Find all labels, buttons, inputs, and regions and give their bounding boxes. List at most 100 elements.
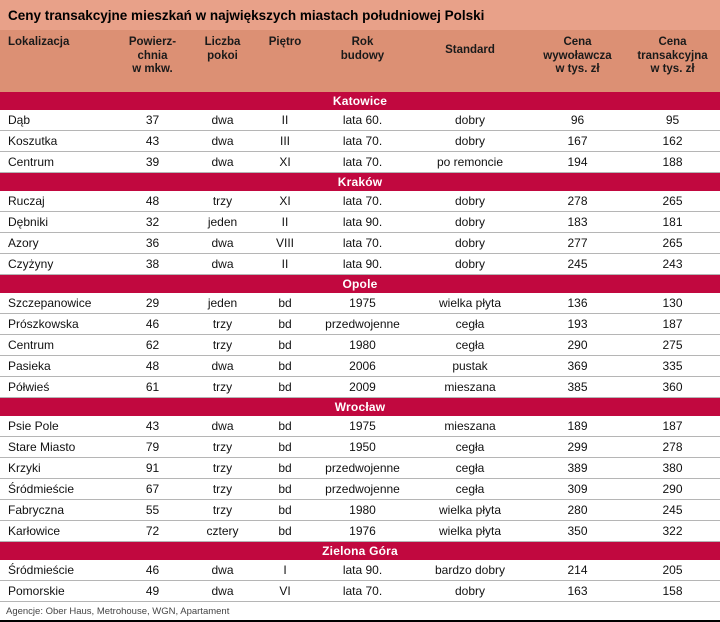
cell-rok-budowy: lata 90. — [342, 563, 383, 577]
cell-lokalizacja: Fabryczna — [8, 503, 65, 517]
cell-cena-transakcyjna: 130 — [662, 296, 683, 310]
cell-cena-transakcyjna: 181 — [662, 215, 683, 229]
cell-cena-transakcyjna: 187 — [662, 317, 683, 331]
source-note: Agencje: Ober Haus, Metrohouse, WGN, Apa… — [0, 602, 720, 622]
cell-cena-transakcyjna: 322 — [662, 524, 683, 538]
cell-cena-transakcyjna: 162 — [662, 134, 683, 148]
cell-cena-transakcyjna: 188 — [662, 155, 683, 169]
cell-lokalizacja: Śródmieście — [8, 482, 75, 496]
cell-powierzchnia: 37 — [145, 113, 160, 127]
table-row: Azory 36 dwa VIII lata 70. dobry 277 265 — [0, 233, 720, 254]
cell-liczba-pokoi: jeden — [207, 215, 238, 229]
cell-cena-wywolawcza: 385 — [567, 380, 588, 394]
page-title: Ceny transakcyjne mieszkań w największyc… — [0, 0, 720, 30]
table-row: Szczepanowice 29 jeden bd 1975 wielka płyta 13… — [0, 293, 720, 314]
table-row: Fabryczna 55 trzy bd 1980 wielka płyta 280 245 — [0, 500, 720, 521]
cell-lokalizacja: Śródmieście — [8, 563, 75, 577]
cell-pietro: II — [281, 113, 289, 127]
column-header-standard: Standard — [445, 44, 495, 56]
table-row: Prószkowska 46 trzy bd przedwojenne cegła 193 1… — [0, 314, 720, 335]
cell-lokalizacja: Pomorskie — [8, 584, 65, 598]
column-header-rok-budowy: Rok budowy — [340, 36, 385, 62]
cell-liczba-pokoi: dwa — [211, 419, 234, 433]
table-row: Koszutka 43 dwa III lata 70. dobry 167 162 — [0, 131, 720, 152]
cell-powierzchnia: 61 — [145, 380, 160, 394]
cell-standard: bardzo dobry — [434, 563, 506, 577]
cell-pietro: VI — [279, 584, 291, 598]
cell-cena-wywolawcza: 193 — [567, 317, 588, 331]
cell-rok-budowy: lata 70. — [342, 134, 383, 148]
cell-standard: cegła — [455, 338, 485, 352]
cell-cena-wywolawcza: 96 — [570, 113, 585, 127]
cell-standard: dobry — [454, 236, 486, 250]
cell-standard: wielka płyta — [438, 503, 502, 517]
cell-powierzchnia: 48 — [145, 359, 160, 373]
cell-cena-wywolawcza: 214 — [567, 563, 588, 577]
cell-lokalizacja: Szczepanowice — [8, 296, 92, 310]
cell-rok-budowy: lata 90. — [342, 257, 383, 271]
cell-lokalizacja: Półwieś — [8, 380, 50, 394]
cell-cena-transakcyjna: 360 — [662, 380, 683, 394]
column-header-lokalizacja: Lokalizacja — [8, 36, 70, 48]
cell-rok-budowy: lata 70. — [342, 155, 383, 169]
table-row: Pomorskie 49 dwa VI lata 70. dobry 163 158 — [0, 581, 720, 602]
table-row: Pasieka 48 dwa bd 2006 pustak 369 335 — [0, 356, 720, 377]
cell-cena-transakcyjna: 95 — [665, 113, 680, 127]
table-row: Ruczaj 48 trzy XI lata 70. dobry 278 265 — [0, 191, 720, 212]
cell-powierzchnia: 79 — [145, 440, 160, 454]
cell-cena-wywolawcza: 194 — [567, 155, 588, 169]
cell-lokalizacja: Dębniki — [8, 215, 49, 229]
cell-pietro: III — [279, 134, 290, 148]
cell-rok-budowy: 1950 — [349, 440, 376, 454]
cell-liczba-pokoi: trzy — [212, 503, 233, 517]
cell-cena-transakcyjna: 278 — [662, 440, 683, 454]
cell-rok-budowy: 2009 — [349, 380, 376, 394]
cell-cena-transakcyjna: 187 — [662, 419, 683, 433]
table-row: Krzyki 91 trzy bd przedwojenne cegła 389 380 — [0, 458, 720, 479]
cell-standard: cegła — [455, 461, 485, 475]
cell-pietro: bd — [278, 440, 292, 454]
cell-rok-budowy: lata 90. — [342, 215, 383, 229]
cell-powierzchnia: 43 — [145, 134, 160, 148]
cell-lokalizacja: Dąb — [8, 113, 31, 127]
cell-rok-budowy: lata 70. — [342, 236, 383, 250]
cell-pietro: II — [281, 215, 289, 229]
column-header-powierzchnia: Powierz- chnia w mkw. — [128, 36, 177, 75]
cell-liczba-pokoi: dwa — [211, 584, 234, 598]
cell-rok-budowy: 1980 — [349, 338, 376, 352]
cell-pietro: bd — [278, 503, 292, 517]
cell-standard: wielka płyta — [438, 524, 502, 538]
cell-liczba-pokoi: trzy — [212, 317, 233, 331]
cell-powierzchnia: 46 — [145, 563, 160, 577]
cell-rok-budowy: przedwojenne — [325, 317, 400, 331]
cell-lokalizacja: Prószkowska — [8, 317, 79, 331]
cell-lokalizacja: Karłowice — [8, 524, 61, 538]
cell-cena-wywolawcza: 309 — [567, 482, 588, 496]
table-row: Karłowice 72 cztery bd 1976 wielka płyta 350 32… — [0, 521, 720, 542]
cell-lokalizacja: Koszutka — [8, 134, 58, 148]
cell-powierzchnia: 62 — [145, 338, 160, 352]
cell-powierzchnia: 38 — [145, 257, 160, 271]
cell-pietro: bd — [278, 338, 292, 352]
cell-standard: mieszana — [444, 380, 496, 394]
cell-pietro: bd — [278, 380, 292, 394]
cell-cena-wywolawcza: 290 — [567, 338, 588, 352]
cell-liczba-pokoi: trzy — [212, 194, 233, 208]
cell-pietro: bd — [278, 359, 292, 373]
cell-cena-wywolawcza: 163 — [567, 584, 588, 598]
cell-liczba-pokoi: dwa — [211, 359, 234, 373]
cell-lokalizacja: Psie Pole — [8, 419, 59, 433]
cell-cena-wywolawcza: 280 — [567, 503, 588, 517]
cell-rok-budowy: lata 60. — [342, 113, 383, 127]
cell-standard: cegła — [455, 482, 485, 496]
cell-standard: dobry — [454, 194, 486, 208]
table-row: Półwieś 61 trzy bd 2009 mieszana 385 360 — [0, 377, 720, 398]
cell-liczba-pokoi: dwa — [211, 134, 234, 148]
cell-pietro: I — [283, 563, 287, 577]
cell-standard: dobry — [454, 215, 486, 229]
cell-lokalizacja: Ruczaj — [8, 194, 45, 208]
cell-liczba-pokoi: trzy — [212, 482, 233, 496]
cell-liczba-pokoi: trzy — [212, 338, 233, 352]
